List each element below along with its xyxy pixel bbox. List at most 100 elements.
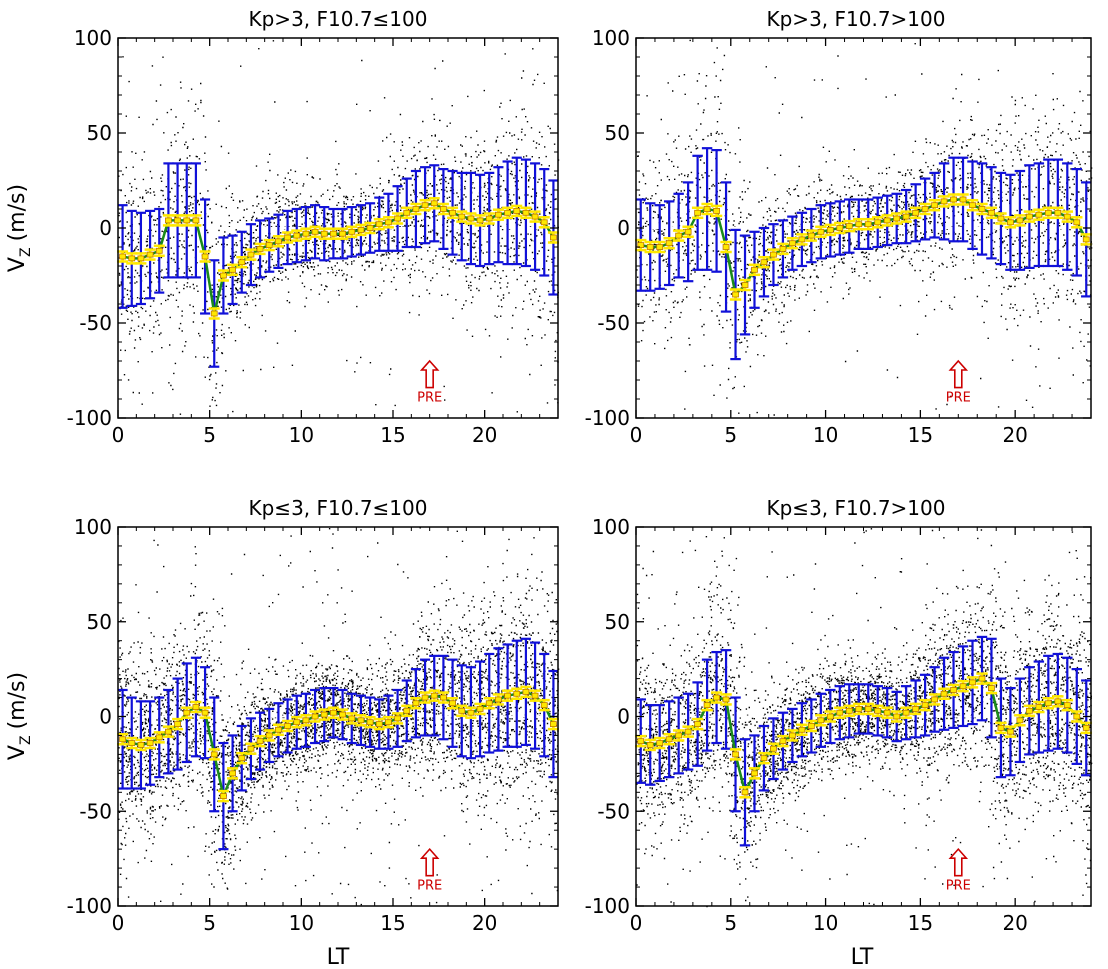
mean-marker [710, 691, 723, 704]
mean-marker [1014, 714, 1026, 727]
mean-marker [382, 715, 394, 729]
y-tick-label: -100 [585, 406, 630, 430]
mean-marker [739, 278, 751, 292]
x-tick-label: 0 [112, 911, 125, 935]
panel-2: Kp>3, F10.7>100 PRE 0 5 10 15 20 100 50 0 -50 -10… [585, 7, 1093, 447]
y-label-main: V [5, 745, 30, 760]
panel-1-title: Kp>3, F10.7≤100 [249, 7, 428, 31]
panel-2-mean-markers [635, 193, 1092, 301]
panel-4-axes: 0 5 10 15 20 100 50 0 -50 -100 [585, 515, 1091, 935]
mean-marker [805, 229, 818, 242]
mean-marker [654, 736, 666, 750]
x-tick-label: 10 [813, 911, 838, 935]
mean-marker [815, 714, 827, 727]
mean-marker [644, 738, 656, 752]
x-tick-label: 15 [380, 423, 405, 447]
scatter-points [636, 528, 1093, 908]
mean-marker [881, 214, 893, 227]
mean-marker [682, 225, 694, 239]
mean-marker [767, 248, 780, 261]
mean-marker [373, 217, 385, 231]
panel-1: Kp>3, F10.7≤100 PRE 0 5 10 15 20 100 50 0 -50 -10… [67, 7, 560, 447]
mean-marker [254, 242, 266, 256]
mean-marker [483, 696, 495, 710]
x-tick-label: 5 [203, 911, 216, 935]
mean-marker [881, 706, 893, 719]
mean-marker [254, 734, 266, 748]
mean-marker [282, 719, 294, 733]
y-label-unit: (m/s) [5, 672, 30, 729]
mean-marker [777, 242, 789, 256]
mean-marker [428, 689, 440, 702]
mean-marker [995, 721, 1007, 735]
mean-marker [824, 223, 837, 237]
panel-1-pre-annotation: PRE [417, 359, 442, 406]
mean-marker [364, 715, 376, 729]
mean-marker [786, 236, 799, 250]
x-tick-label: 15 [908, 911, 933, 935]
mean-marker [199, 250, 211, 263]
mean-marker [181, 706, 193, 719]
mean-marker [447, 696, 459, 710]
mean-marker [502, 689, 514, 702]
panel-2-pre-label: PRE [946, 391, 971, 406]
mean-marker [985, 206, 998, 220]
x-tick-label: 20 [472, 911, 497, 935]
mean-marker [691, 717, 704, 731]
panel-2-error-bars [635, 147, 1092, 361]
x-tick-label: 5 [724, 911, 737, 935]
mean-marker [263, 238, 275, 252]
mean-marker [966, 198, 979, 212]
mean-marker [1004, 725, 1017, 738]
mean-marker [337, 708, 349, 721]
mean-marker [701, 698, 713, 712]
mean-marker [928, 693, 941, 706]
svg-text:VZ(m/s): VZ (m/s) [5, 672, 34, 760]
mean-marker [217, 269, 229, 282]
panel-3-axes: 0 5 10 15 20 100 50 0 -50 -100 [67, 515, 558, 935]
mean-marker [419, 691, 431, 704]
x-tick-label: 10 [289, 423, 314, 447]
panel-3-title: Kp≤3, F10.7≤100 [249, 496, 428, 520]
mean-marker [355, 223, 367, 237]
mean-marker [208, 307, 220, 320]
mean-marker [547, 717, 559, 731]
mean-marker [890, 212, 903, 225]
mean-marker [1071, 216, 1083, 229]
panel-3-pre-arrow-icon [419, 847, 440, 877]
y-tick-label: -100 [585, 894, 630, 918]
y-label-main: V [5, 257, 30, 272]
mean-marker [327, 706, 339, 719]
mean-marker [245, 248, 257, 261]
mean-marker [511, 204, 523, 218]
y-tick-label: 100 [74, 26, 112, 50]
y-tick-label: -50 [597, 799, 630, 823]
mean-marker [720, 240, 732, 254]
mean-marker [710, 204, 723, 218]
mean-marker [909, 702, 922, 716]
y-tick-label: 50 [605, 121, 630, 145]
y-tick-label: -100 [67, 894, 112, 918]
x-tick-label: 0 [630, 423, 643, 447]
mean-marker [511, 687, 523, 701]
panel-2-title: Kp>3, F10.7>100 [767, 7, 946, 31]
mean-marker [465, 706, 477, 719]
mean-marker [672, 229, 685, 242]
y-tick-label: -100 [67, 406, 112, 430]
mean-marker [654, 240, 666, 254]
y-axis-label-top: VZ (m/s) [5, 184, 34, 272]
x-tick-label: 20 [1002, 911, 1027, 935]
mean-marker [1061, 698, 1073, 712]
panel-1-error-bars [117, 156, 559, 368]
mean-marker [682, 725, 694, 738]
mean-marker [1080, 233, 1092, 246]
panel-3-pre-annotation: PRE [417, 847, 442, 894]
x-tick-label: 15 [908, 423, 933, 447]
mean-marker [834, 221, 846, 235]
mean-marker [291, 715, 303, 729]
y-tick-label: 0 [617, 705, 630, 729]
mean-marker [796, 233, 808, 246]
panel-1-mean-markers [117, 197, 559, 320]
mean-marker [1061, 210, 1073, 223]
mean-marker [938, 195, 950, 208]
